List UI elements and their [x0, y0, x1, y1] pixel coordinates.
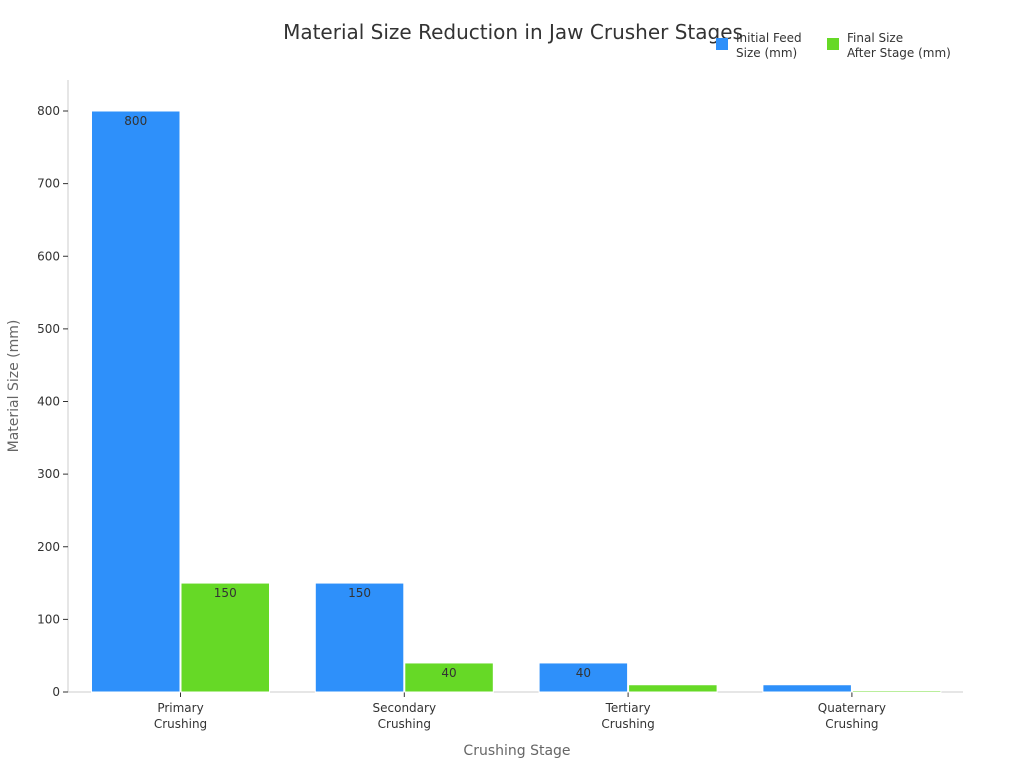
labels: 800 150 150 40 40	[124, 114, 591, 680]
y-tick-label: 600	[37, 249, 60, 263]
bars	[91, 110, 942, 693]
bar	[538, 662, 629, 693]
data-label: 800	[124, 114, 147, 128]
y-tick-label: 200	[37, 540, 60, 554]
legend-item-initial-feed: Initial Feed Size (mm)	[716, 31, 802, 61]
bar	[762, 684, 852, 693]
legend-label-final-size: Final Size After Stage (mm)	[847, 31, 951, 60]
y-tick-label: 800	[37, 104, 60, 118]
bar	[851, 690, 942, 693]
bar	[628, 684, 718, 693]
legend: Initial Feed Size (mm) Final Size After …	[716, 31, 1016, 63]
data-label: 40	[441, 666, 456, 680]
bar	[314, 582, 405, 693]
legend-item-final-size: Final Size After Stage (mm)	[827, 31, 951, 61]
x-tick-label: Secondary Crushing	[373, 701, 437, 731]
legend-swatch-final-size	[827, 38, 839, 50]
x-axis-title: Crushing Stage	[463, 743, 570, 759]
y-axis-title: Material Size (mm)	[6, 320, 22, 453]
data-label: 150	[214, 586, 237, 600]
legend-swatch-initial-feed	[716, 38, 728, 50]
data-label: 40	[576, 666, 591, 680]
y-tick-label: 0	[52, 685, 60, 699]
legend-label-initial-feed: Initial Feed Size (mm)	[736, 31, 802, 60]
y-tick-label: 500	[37, 322, 60, 336]
y-tick-label: 300	[37, 467, 60, 481]
y-tick-label: 700	[37, 177, 60, 191]
x-tick-label: Primary Crushing	[154, 701, 207, 731]
bar	[91, 110, 181, 693]
x-tick-label: Quaternary Crushing	[818, 701, 886, 731]
data-label: 150	[348, 586, 371, 600]
bar	[180, 582, 270, 693]
chart-title: Material Size Reduction in Jaw Crusher S…	[283, 20, 743, 44]
y-tick-label: 100	[37, 612, 60, 626]
x-tick-label: Tertiary Crushing	[601, 701, 654, 731]
bar	[404, 662, 494, 693]
y-tick-label: 400	[37, 395, 60, 409]
